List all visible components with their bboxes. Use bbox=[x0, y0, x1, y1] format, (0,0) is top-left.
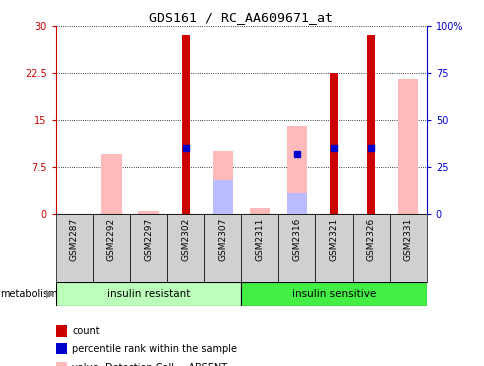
Text: GSM2321: GSM2321 bbox=[329, 217, 338, 261]
Bar bbox=[130, 214, 166, 282]
Text: GSM2316: GSM2316 bbox=[292, 217, 301, 261]
Text: ▶: ▶ bbox=[46, 289, 55, 299]
Bar bbox=[138, 211, 158, 214]
Title: GDS161 / RC_AA609671_at: GDS161 / RC_AA609671_at bbox=[149, 11, 333, 25]
Bar bbox=[166, 214, 204, 282]
Text: GSM2311: GSM2311 bbox=[255, 217, 264, 261]
Text: value, Detection Call = ABSENT: value, Detection Call = ABSENT bbox=[72, 363, 227, 366]
Bar bbox=[212, 151, 232, 214]
Text: GSM2287: GSM2287 bbox=[70, 217, 79, 261]
Bar bbox=[278, 214, 315, 282]
Text: GSM2331: GSM2331 bbox=[403, 217, 412, 261]
Bar bbox=[101, 154, 121, 214]
Text: insulin sensitive: insulin sensitive bbox=[291, 289, 376, 299]
Bar bbox=[249, 208, 270, 214]
Bar bbox=[389, 214, 426, 282]
Text: metabolism: metabolism bbox=[0, 289, 58, 299]
Text: GSM2297: GSM2297 bbox=[144, 217, 153, 261]
Bar bbox=[352, 214, 389, 282]
Bar bbox=[56, 343, 67, 354]
Bar bbox=[93, 214, 130, 282]
Bar bbox=[56, 325, 67, 337]
Bar bbox=[315, 214, 352, 282]
Text: GSM2326: GSM2326 bbox=[366, 217, 375, 261]
Bar bbox=[397, 79, 418, 214]
Text: insulin resistant: insulin resistant bbox=[106, 289, 190, 299]
Bar bbox=[241, 214, 278, 282]
Bar bbox=[181, 35, 189, 214]
Bar bbox=[241, 282, 426, 306]
Text: percentile rank within the sample: percentile rank within the sample bbox=[72, 344, 237, 354]
Bar bbox=[204, 214, 241, 282]
Bar bbox=[286, 193, 306, 214]
Bar bbox=[56, 214, 93, 282]
Text: count: count bbox=[72, 326, 100, 336]
Bar bbox=[212, 180, 232, 214]
Bar bbox=[329, 73, 337, 214]
Text: GSM2292: GSM2292 bbox=[106, 217, 116, 261]
Bar bbox=[56, 362, 67, 366]
Text: GSM2302: GSM2302 bbox=[181, 217, 190, 261]
Bar bbox=[286, 126, 306, 214]
Text: GSM2307: GSM2307 bbox=[218, 217, 227, 261]
Bar bbox=[56, 282, 241, 306]
Bar bbox=[366, 35, 375, 214]
